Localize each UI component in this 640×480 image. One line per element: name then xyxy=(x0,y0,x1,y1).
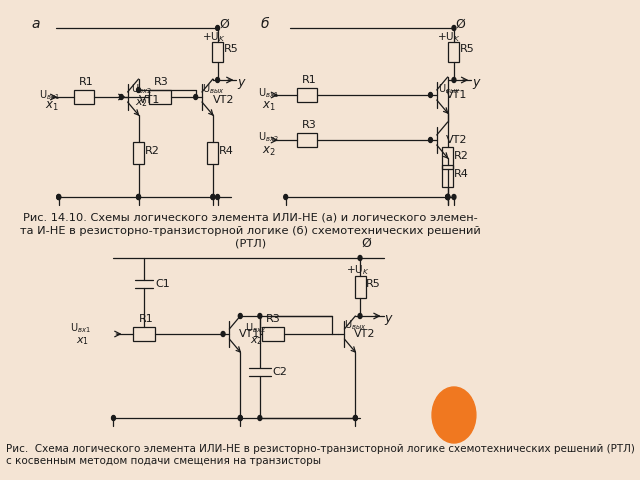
Bar xyxy=(442,165,453,187)
Text: R2: R2 xyxy=(145,146,159,156)
Text: R2: R2 xyxy=(454,151,469,161)
Text: x$_2$: x$_2$ xyxy=(250,335,264,347)
Circle shape xyxy=(284,194,287,200)
Text: +U$_K$: +U$_K$ xyxy=(346,263,369,277)
Text: U$_{вх2}$: U$_{вх2}$ xyxy=(245,321,266,335)
Text: U$_{вых}$: U$_{вых}$ xyxy=(438,82,461,96)
Text: (РТЛ): (РТЛ) xyxy=(235,239,266,249)
Text: VT2: VT2 xyxy=(446,135,468,145)
Circle shape xyxy=(216,25,220,31)
Circle shape xyxy=(211,194,215,200)
Text: R3: R3 xyxy=(302,120,317,130)
Text: x$_2$: x$_2$ xyxy=(134,97,148,109)
Text: C2: C2 xyxy=(273,367,287,377)
Bar xyxy=(74,90,94,104)
Circle shape xyxy=(211,194,215,200)
Text: C1: C1 xyxy=(155,279,170,289)
Text: R4: R4 xyxy=(219,146,234,156)
Circle shape xyxy=(445,194,450,200)
Text: x$_1$: x$_1$ xyxy=(76,335,89,347)
Text: Ø: Ø xyxy=(219,18,229,31)
Bar xyxy=(133,142,144,164)
Text: +U$_K$: +U$_K$ xyxy=(202,30,225,44)
Text: VT1: VT1 xyxy=(446,90,467,100)
Text: y: y xyxy=(384,312,392,325)
Text: x$_1$: x$_1$ xyxy=(45,100,58,113)
Text: x$_1$: x$_1$ xyxy=(262,100,276,113)
Circle shape xyxy=(136,194,141,200)
Circle shape xyxy=(358,255,362,261)
Text: R1: R1 xyxy=(302,75,317,85)
Circle shape xyxy=(445,194,450,200)
Text: U$_{вх1}$: U$_{вх1}$ xyxy=(39,88,60,102)
Bar xyxy=(442,147,453,169)
Text: R5: R5 xyxy=(366,279,381,289)
Bar xyxy=(207,142,218,164)
Text: VT2: VT2 xyxy=(354,329,375,339)
Circle shape xyxy=(216,77,220,83)
Text: R3: R3 xyxy=(154,77,169,87)
Text: U$_{вых}$: U$_{вых}$ xyxy=(202,82,225,96)
Circle shape xyxy=(452,25,456,31)
Text: U$_{вх2}$: U$_{вх2}$ xyxy=(131,82,152,96)
Circle shape xyxy=(136,194,141,200)
Circle shape xyxy=(432,387,476,443)
Text: R3: R3 xyxy=(266,314,281,324)
Bar xyxy=(262,327,284,341)
Text: Ø: Ø xyxy=(456,18,465,31)
Circle shape xyxy=(216,194,220,200)
Circle shape xyxy=(57,194,61,200)
Bar xyxy=(449,42,460,62)
Text: VT1: VT1 xyxy=(239,329,260,339)
Text: U$_{вх1}$: U$_{вх1}$ xyxy=(257,86,278,100)
Circle shape xyxy=(238,313,243,319)
Circle shape xyxy=(452,194,456,200)
Text: R5: R5 xyxy=(460,44,475,54)
Text: с косвенным методом подачи смещения на транзисторы: с косвенным методом подачи смещения на т… xyxy=(6,456,321,466)
Circle shape xyxy=(445,194,450,200)
Text: x$_2$: x$_2$ xyxy=(262,145,276,158)
Circle shape xyxy=(429,137,433,143)
Circle shape xyxy=(194,95,198,99)
Text: R1: R1 xyxy=(138,314,154,324)
Bar xyxy=(212,42,223,62)
Circle shape xyxy=(238,416,243,420)
Text: Рис. 14.10. Схемы логического элемента ИЛИ-НЕ (а) и логического элемен-: Рис. 14.10. Схемы логического элемента И… xyxy=(23,213,478,223)
Text: VT1: VT1 xyxy=(138,95,160,105)
Circle shape xyxy=(445,194,450,200)
Circle shape xyxy=(136,87,141,93)
Text: y: y xyxy=(237,76,244,89)
Circle shape xyxy=(353,416,357,420)
Text: б: б xyxy=(260,17,269,31)
Bar xyxy=(355,276,365,298)
Text: U$_{вх2}$: U$_{вх2}$ xyxy=(257,130,278,144)
Circle shape xyxy=(120,95,124,99)
Bar xyxy=(133,327,155,341)
Text: U$_{вых}$: U$_{вых}$ xyxy=(344,318,367,332)
Text: R1: R1 xyxy=(79,77,94,87)
Text: a: a xyxy=(31,17,40,31)
Text: +U$_K$: +U$_K$ xyxy=(436,30,460,44)
Text: Ø: Ø xyxy=(362,237,371,250)
Circle shape xyxy=(258,313,262,319)
Circle shape xyxy=(57,194,61,200)
Bar xyxy=(298,88,317,102)
Circle shape xyxy=(258,416,262,420)
Text: U$_{вх1}$: U$_{вх1}$ xyxy=(70,321,92,335)
Circle shape xyxy=(111,416,115,420)
Text: y: y xyxy=(472,76,479,89)
Circle shape xyxy=(452,77,456,83)
Bar xyxy=(298,133,317,147)
Text: R5: R5 xyxy=(224,44,239,54)
Circle shape xyxy=(429,93,433,97)
Text: Рис.  Схема логического элемента ИЛИ-НЕ в резисторно-транзисторной логике схемот: Рис. Схема логического элемента ИЛИ-НЕ в… xyxy=(6,444,635,454)
Text: R4: R4 xyxy=(454,169,469,179)
Circle shape xyxy=(358,313,362,319)
Text: VT2: VT2 xyxy=(213,95,234,105)
Circle shape xyxy=(221,332,225,336)
Bar xyxy=(148,90,171,104)
Circle shape xyxy=(238,416,243,420)
Circle shape xyxy=(353,416,357,420)
Text: та И-НЕ в резисторно-транзисторной логике (б) схемотехнических решений: та И-НЕ в резисторно-транзисторной логик… xyxy=(20,226,481,236)
